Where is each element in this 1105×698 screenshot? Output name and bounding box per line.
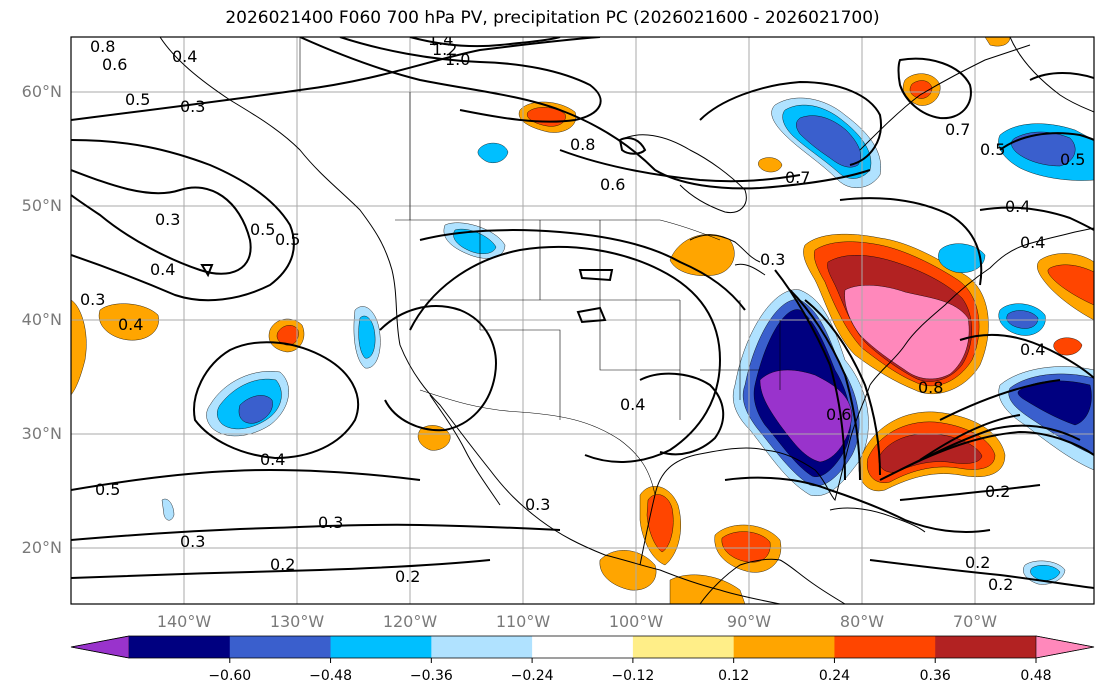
contour-label: 1.4 bbox=[428, 30, 453, 49]
colorbar-tick-label: −0.36 bbox=[409, 668, 453, 684]
colorbar-bin bbox=[532, 636, 634, 658]
contour-label: 0.7 bbox=[785, 168, 810, 187]
contour-label: 0.5 bbox=[250, 220, 275, 239]
contour-label: 0.3 bbox=[80, 290, 105, 309]
lon-label: 80°W bbox=[839, 612, 885, 631]
graticule bbox=[71, 37, 1094, 604]
contour-label: 0.6 bbox=[102, 55, 127, 74]
contour-label: 0.7 bbox=[945, 120, 970, 139]
colorbar-outline bbox=[70, 635, 1095, 659]
contour-label: 0.2 bbox=[965, 553, 990, 572]
colorbar-tick-label: −0.12 bbox=[611, 668, 655, 684]
lon-label: 90°W bbox=[726, 612, 772, 631]
lon-label: 110°W bbox=[495, 612, 551, 631]
colorbar-bin bbox=[733, 636, 835, 658]
contour-label: 0.8 bbox=[918, 378, 943, 397]
colorbar-tick-label: 0.24 bbox=[818, 668, 851, 684]
contour-label: 0.4 bbox=[118, 315, 143, 334]
lon-label: 100°W bbox=[608, 612, 664, 631]
lon-label: 140°W bbox=[156, 612, 212, 631]
contour-label: 0.4 bbox=[620, 395, 645, 414]
contour-label: 0.3 bbox=[525, 495, 550, 514]
contour-label: 0.4 bbox=[1020, 340, 1045, 359]
colorbar-bin bbox=[632, 636, 735, 658]
lat-label: 30°N bbox=[21, 424, 62, 443]
contour-label: 0.2 bbox=[270, 555, 295, 574]
contour-label: 0.5 bbox=[125, 90, 150, 109]
colorbar-extend-high bbox=[1035, 635, 1095, 659]
colorbar-tick-label: −0.48 bbox=[309, 668, 352, 684]
contour-label: 1.2 bbox=[432, 40, 457, 59]
contour-label: 0.5 bbox=[275, 230, 300, 249]
contour-label: 0.5 bbox=[1060, 150, 1085, 169]
colorbar-tick-label: 0.12 bbox=[718, 668, 750, 684]
contour-label: 0.4 bbox=[1020, 233, 1045, 252]
lon-label: 130°W bbox=[269, 612, 325, 631]
lat-label: 60°N bbox=[21, 82, 62, 101]
colorbar-tick-label: 0.48 bbox=[1020, 668, 1052, 684]
lat-label: 20°N bbox=[21, 538, 62, 557]
contour-label: 1.0 bbox=[445, 50, 470, 69]
lon-label: 120°W bbox=[382, 612, 438, 631]
colorbar-bin bbox=[834, 636, 936, 658]
contour-label: 0.4 bbox=[260, 450, 285, 469]
map-title: 2026021400 F060 700 hPa PV, precipitatio… bbox=[225, 8, 880, 28]
colorbar-tick-label: −0.60 bbox=[208, 668, 252, 684]
contour-label: 0.4 bbox=[1005, 197, 1030, 216]
colorbar-bin bbox=[129, 636, 231, 658]
lon-label: 70°W bbox=[952, 612, 998, 631]
colorbar-extend-low bbox=[70, 635, 130, 659]
pv-contours bbox=[71, 37, 1094, 589]
colorbar-bin bbox=[431, 636, 533, 658]
lat-label: 50°N bbox=[21, 196, 62, 215]
contour-label: 0.2 bbox=[988, 575, 1013, 594]
lat-label: 40°N bbox=[21, 310, 62, 329]
colorbar-bin bbox=[330, 636, 432, 658]
contour-labels: 0.8 0.6 0.4 0.5 0.3 1.4 1.2 1.0 0.8 0.6 … bbox=[80, 30, 1085, 594]
colorbar bbox=[70, 635, 1095, 663]
contour-label: 0.8 bbox=[570, 135, 595, 154]
contour-label: 0.3 bbox=[318, 513, 343, 532]
colorbar-tick-label: 0.36 bbox=[919, 668, 951, 684]
contour-label: 0.6 bbox=[600, 175, 625, 194]
contour-label: 0.2 bbox=[395, 567, 420, 586]
colorbar-bin bbox=[935, 636, 1037, 658]
colorbar-bin bbox=[229, 636, 332, 658]
contour-label: 0.8 bbox=[90, 37, 115, 56]
map-frame bbox=[70, 36, 1095, 605]
contour-label: 0.4 bbox=[172, 47, 197, 66]
contour-label: 0.2 bbox=[985, 482, 1010, 501]
contour-label: 0.6 bbox=[826, 405, 851, 424]
contour-label: 0.5 bbox=[980, 140, 1005, 159]
contour-label: 0.3 bbox=[180, 532, 205, 551]
coastlines bbox=[159, 37, 1094, 604]
colorbar-tick-label: −0.24 bbox=[510, 668, 554, 684]
contour-label: 0.3 bbox=[760, 250, 785, 269]
contour-label: 0.3 bbox=[180, 97, 205, 116]
contour-label: 0.5 bbox=[95, 480, 120, 499]
contour-label: 0.4 bbox=[150, 260, 175, 279]
contour-label: 0.3 bbox=[155, 210, 180, 229]
